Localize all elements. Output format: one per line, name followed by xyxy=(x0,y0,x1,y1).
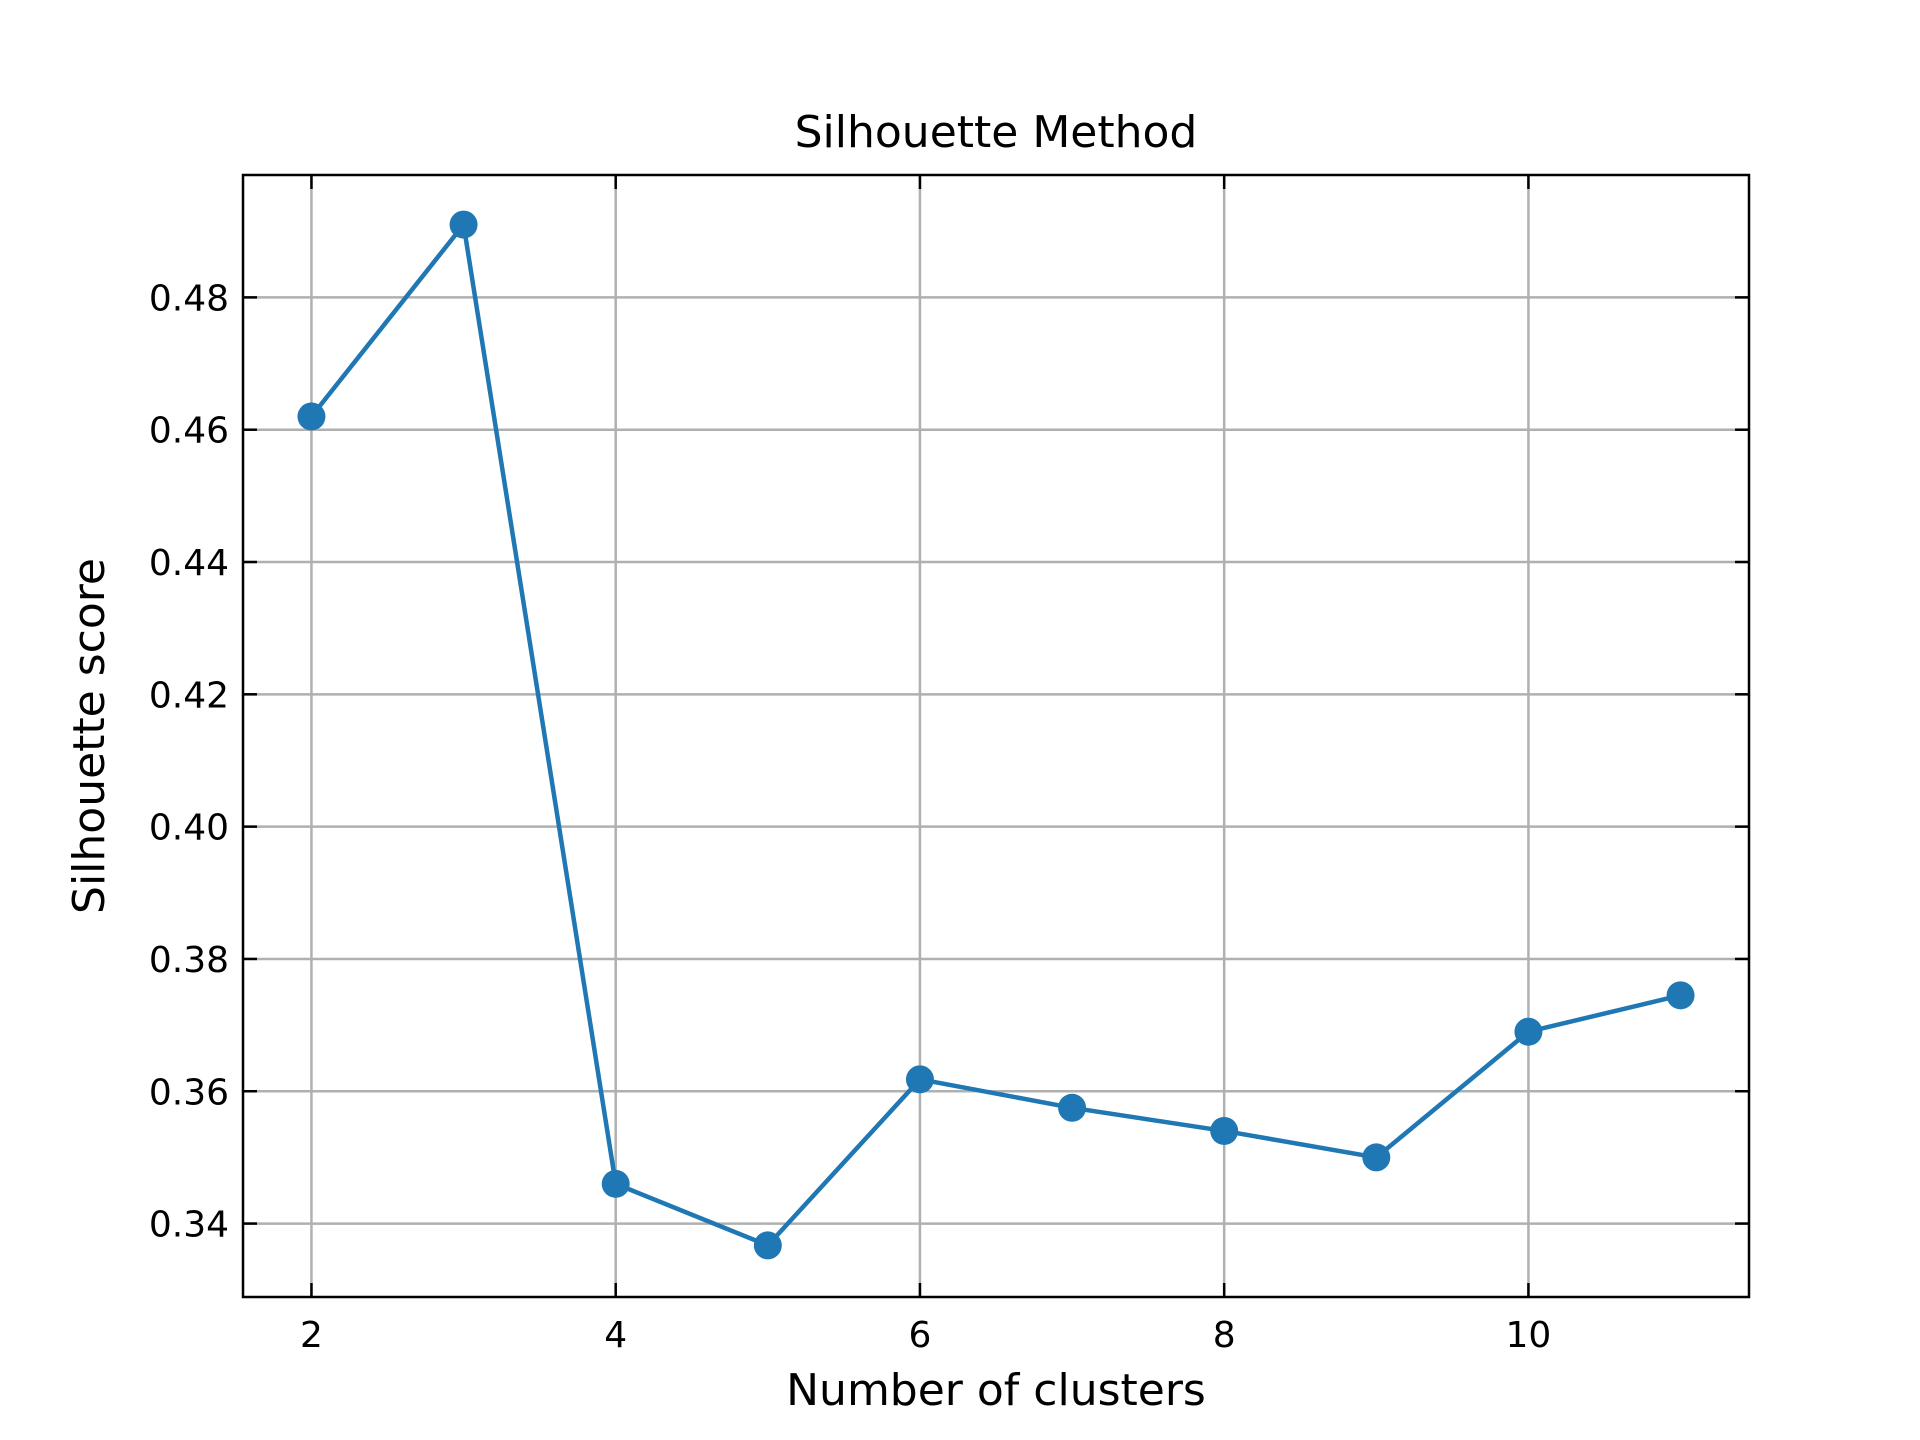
data-point xyxy=(1058,1093,1087,1122)
y-tick-label: 0.38 xyxy=(149,940,229,981)
y-tick-label: 0.40 xyxy=(149,808,229,849)
y-tick-label: 0.36 xyxy=(149,1072,229,1113)
series-line xyxy=(309,222,1682,1248)
y-tick-label: 0.48 xyxy=(149,278,229,319)
chart-title: Silhouette Method xyxy=(795,107,1198,158)
data-point xyxy=(1666,981,1695,1010)
x-tick-label: 2 xyxy=(300,1315,323,1356)
data-point xyxy=(1514,1017,1543,1046)
data-point xyxy=(1362,1143,1391,1172)
x-tick-label: 10 xyxy=(1506,1315,1552,1356)
data-series xyxy=(297,210,1695,1260)
x-tick-label: 6 xyxy=(908,1315,931,1356)
data-point xyxy=(601,1169,630,1198)
plot-frame xyxy=(241,173,1751,1299)
x-tick-label: 4 xyxy=(604,1315,627,1356)
grid-lines xyxy=(243,175,1749,1297)
x-tick-label: 8 xyxy=(1213,1315,1236,1356)
y-axis-label: Silhouette score xyxy=(64,558,115,914)
data-point xyxy=(753,1231,782,1260)
y-tick-label: 0.34 xyxy=(149,1205,229,1246)
axis-ticks: 2 4 6 8 10 0.34 0.36 0.38 0.40 0.42 0.44 0.46 0.48 xyxy=(149,175,1749,1356)
y-tick-label: 0.42 xyxy=(149,675,229,716)
y-tick-label: 0.46 xyxy=(149,411,229,452)
data-point xyxy=(1210,1116,1239,1145)
data-point xyxy=(297,402,326,431)
y-tick-label: 0.44 xyxy=(149,543,229,584)
data-point xyxy=(905,1065,934,1094)
data-point xyxy=(449,210,478,239)
x-axis-label: Number of clusters xyxy=(786,1365,1206,1416)
